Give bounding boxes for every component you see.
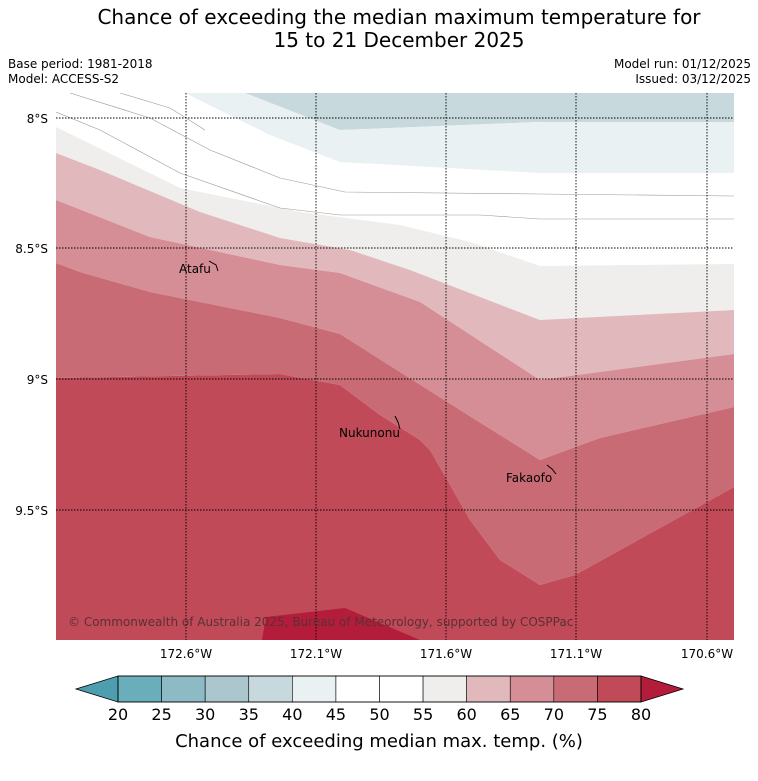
fakaofo-atoll xyxy=(546,464,557,475)
base-period: Base period: 1981-2018 xyxy=(8,57,153,71)
colorbar-tick-55: 55 xyxy=(413,705,433,724)
colorbar-cell-40-45 xyxy=(292,675,337,703)
colorbar-tick-30: 30 xyxy=(195,705,215,724)
contour-65-70 xyxy=(56,200,734,460)
colorbar-tick-40: 40 xyxy=(282,705,302,724)
contour-fill-group xyxy=(56,93,734,640)
contour-75-80 xyxy=(56,374,734,640)
colorbar-cell-30-35 xyxy=(204,675,250,703)
colorbar-title: Chance of exceeding median max. temp. (%… xyxy=(175,731,583,752)
colorbar-cell-55-60 xyxy=(422,675,467,703)
colorbar-tick-75: 75 xyxy=(587,705,607,724)
colorbar-tick-20: 20 xyxy=(108,705,128,724)
colorbar-tick-labels: 20 25 30 35 40 45 50 55 60 65 70 75 80 xyxy=(108,705,651,724)
lon-label-171-1: 171.1°W xyxy=(550,647,602,661)
model-name: Model: ACCESS-S2 xyxy=(8,72,120,86)
contour-60-65 xyxy=(56,153,734,380)
lat-label-8-5: 8.5°S xyxy=(15,242,48,256)
contour-above-80 xyxy=(262,608,420,640)
meta-right: Model run: 01/12/2025 Issued: 03/12/2025 xyxy=(614,57,751,87)
graticule xyxy=(56,93,734,640)
contour-line-45 xyxy=(119,93,206,131)
colorbar-cells xyxy=(117,675,642,703)
title-line-2: 15 to 21 December 2025 xyxy=(273,28,525,52)
lat-label-9: 9°S xyxy=(27,373,48,387)
contour-70-75 xyxy=(56,263,734,585)
contour-55-60 xyxy=(56,127,734,320)
colorbar-cell-35-40 xyxy=(248,675,293,703)
colorbar-tick-80: 80 xyxy=(631,705,651,724)
lon-label-170-6: 170.6°W xyxy=(681,647,733,661)
colorbar-tick-60: 60 xyxy=(456,705,476,724)
colorbar-cell-60-65 xyxy=(466,675,511,703)
title-line-1: Chance of exceeding the median maximum t… xyxy=(97,5,701,29)
colorbar-tick-70: 70 xyxy=(544,705,564,724)
lon-label-172-6: 172.6°W xyxy=(160,647,212,661)
colorbar-cell-50-55 xyxy=(379,675,424,703)
colorbar: 20 25 30 35 40 45 50 55 60 65 70 75 80 xyxy=(74,675,685,724)
nukunonu-atoll xyxy=(394,415,401,430)
colorbar-cell-70-75 xyxy=(553,675,598,703)
colorbar-cell-65-70 xyxy=(509,675,555,703)
atafu-atoll xyxy=(208,260,219,272)
contour-line-50 xyxy=(56,111,734,220)
contour-35-40 xyxy=(245,93,734,130)
map-title: Chance of exceeding the median maximum t… xyxy=(0,6,758,52)
nukunonu-label: Nukunonu xyxy=(339,426,400,440)
latitude-labels: 8°S 8.5°S 9°S 9.5°S xyxy=(15,112,48,518)
lon-label-172-1: 172.1°W xyxy=(290,647,342,661)
fakaofo-label: Fakaofo xyxy=(506,471,552,485)
model-run: Model run: 01/12/2025 xyxy=(613,57,751,71)
lon-label-171-6: 171.6°W xyxy=(420,647,472,661)
colorbar-tick-65: 65 xyxy=(500,705,520,724)
colorbar-extend-high xyxy=(640,675,685,703)
copyright-notice: © Commonwealth of Australia 2025, Bureau… xyxy=(68,615,573,629)
contour-40-45 xyxy=(185,93,734,173)
lat-label-9-5: 9.5°S xyxy=(15,504,48,518)
colorbar-outline xyxy=(117,675,642,703)
lat-label-8: 8°S xyxy=(27,112,48,126)
meta-left: Base period: 1981-2018 Model: ACCESS-S2 xyxy=(8,57,153,87)
atafu-label: Atafu xyxy=(179,262,211,276)
colorbar-tick-50: 50 xyxy=(369,705,389,724)
colorbar-cell-20-25 xyxy=(117,675,162,703)
longitude-labels: 172.6°W 172.1°W 171.6°W 171.1°W 170.6°W xyxy=(160,647,733,661)
colorbar-cell-25-30 xyxy=(161,675,206,703)
colorbar-tick-25: 25 xyxy=(151,705,171,724)
island-markers: Atafu Nukunonu Fakaofo xyxy=(179,260,557,485)
issued-date: Issued: 03/12/2025 xyxy=(635,72,751,86)
colorbar-cell-45-50 xyxy=(335,675,380,703)
colorbar-cell-75-80 xyxy=(597,675,642,703)
colorbar-extend-low xyxy=(74,675,119,703)
colorbar-tick-45: 45 xyxy=(326,705,346,724)
colorbar-tick-35: 35 xyxy=(239,705,259,724)
